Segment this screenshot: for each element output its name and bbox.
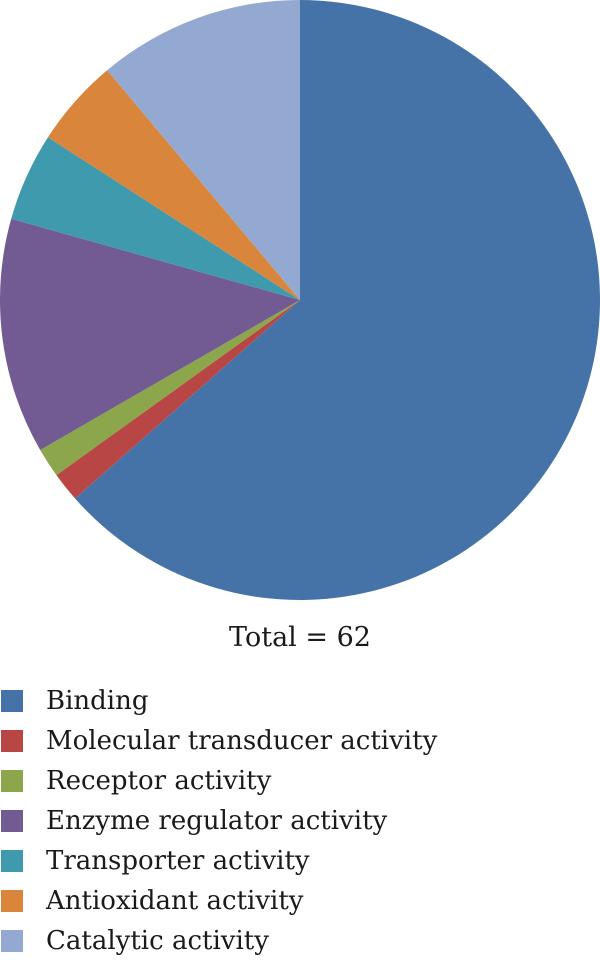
legend-item-binding: Binding	[0, 681, 600, 721]
total-label: Total = 62	[229, 622, 371, 653]
pie-slice-binding	[75, 0, 600, 600]
legend-swatch-molecular-transducer-activity	[1, 730, 23, 752]
legend-swatch-receptor-activity	[1, 770, 23, 792]
legend-swatch-binding	[1, 690, 23, 712]
legend-label-molecular-transducer-activity: Molecular transducer activity	[46, 726, 438, 756]
pie-slice-transporter-activity	[11, 137, 301, 300]
pie-chart	[0, 0, 600, 600]
legend-item-antioxidant-activity: Antioxidant activity	[0, 881, 600, 921]
legend-swatch-enzyme-regulator-activity	[1, 810, 23, 832]
pie-slice-molecular-transducer-activity	[56, 300, 300, 499]
legend-item-enzyme-regulator-activity: Enzyme regulator activity	[0, 801, 600, 841]
pie-slice-antioxidant-activity	[47, 70, 300, 300]
pie-slice-receptor-activity	[40, 300, 300, 476]
pie-chart-svg	[0, 0, 600, 600]
legend-item-receptor-activity: Receptor activity	[0, 761, 600, 801]
legend-item-transporter-activity: Transporter activity	[0, 841, 600, 881]
legend-swatch-transporter-activity	[1, 850, 23, 872]
legend-label-catalytic-activity: Catalytic activity	[46, 926, 269, 956]
legend-item-catalytic-activity: Catalytic activity	[0, 921, 600, 961]
legend-label-binding: Binding	[46, 686, 149, 716]
legend-label-antioxidant-activity: Antioxidant activity	[46, 886, 304, 916]
legend-label-transporter-activity: Transporter activity	[46, 846, 310, 876]
pie-slice-catalytic-activity	[107, 0, 300, 300]
legend-label-enzyme-regulator-activity: Enzyme regulator activity	[46, 806, 388, 836]
legend-item-molecular-transducer-activity: Molecular transducer activity	[0, 721, 600, 761]
legend-swatch-antioxidant-activity	[1, 890, 23, 912]
legend: Binding Molecular transducer activity Re…	[0, 681, 600, 961]
legend-label-receptor-activity: Receptor activity	[46, 766, 272, 796]
pie-slice-enzyme-regulator-activity	[0, 218, 300, 450]
legend-swatch-catalytic-activity	[1, 930, 23, 952]
